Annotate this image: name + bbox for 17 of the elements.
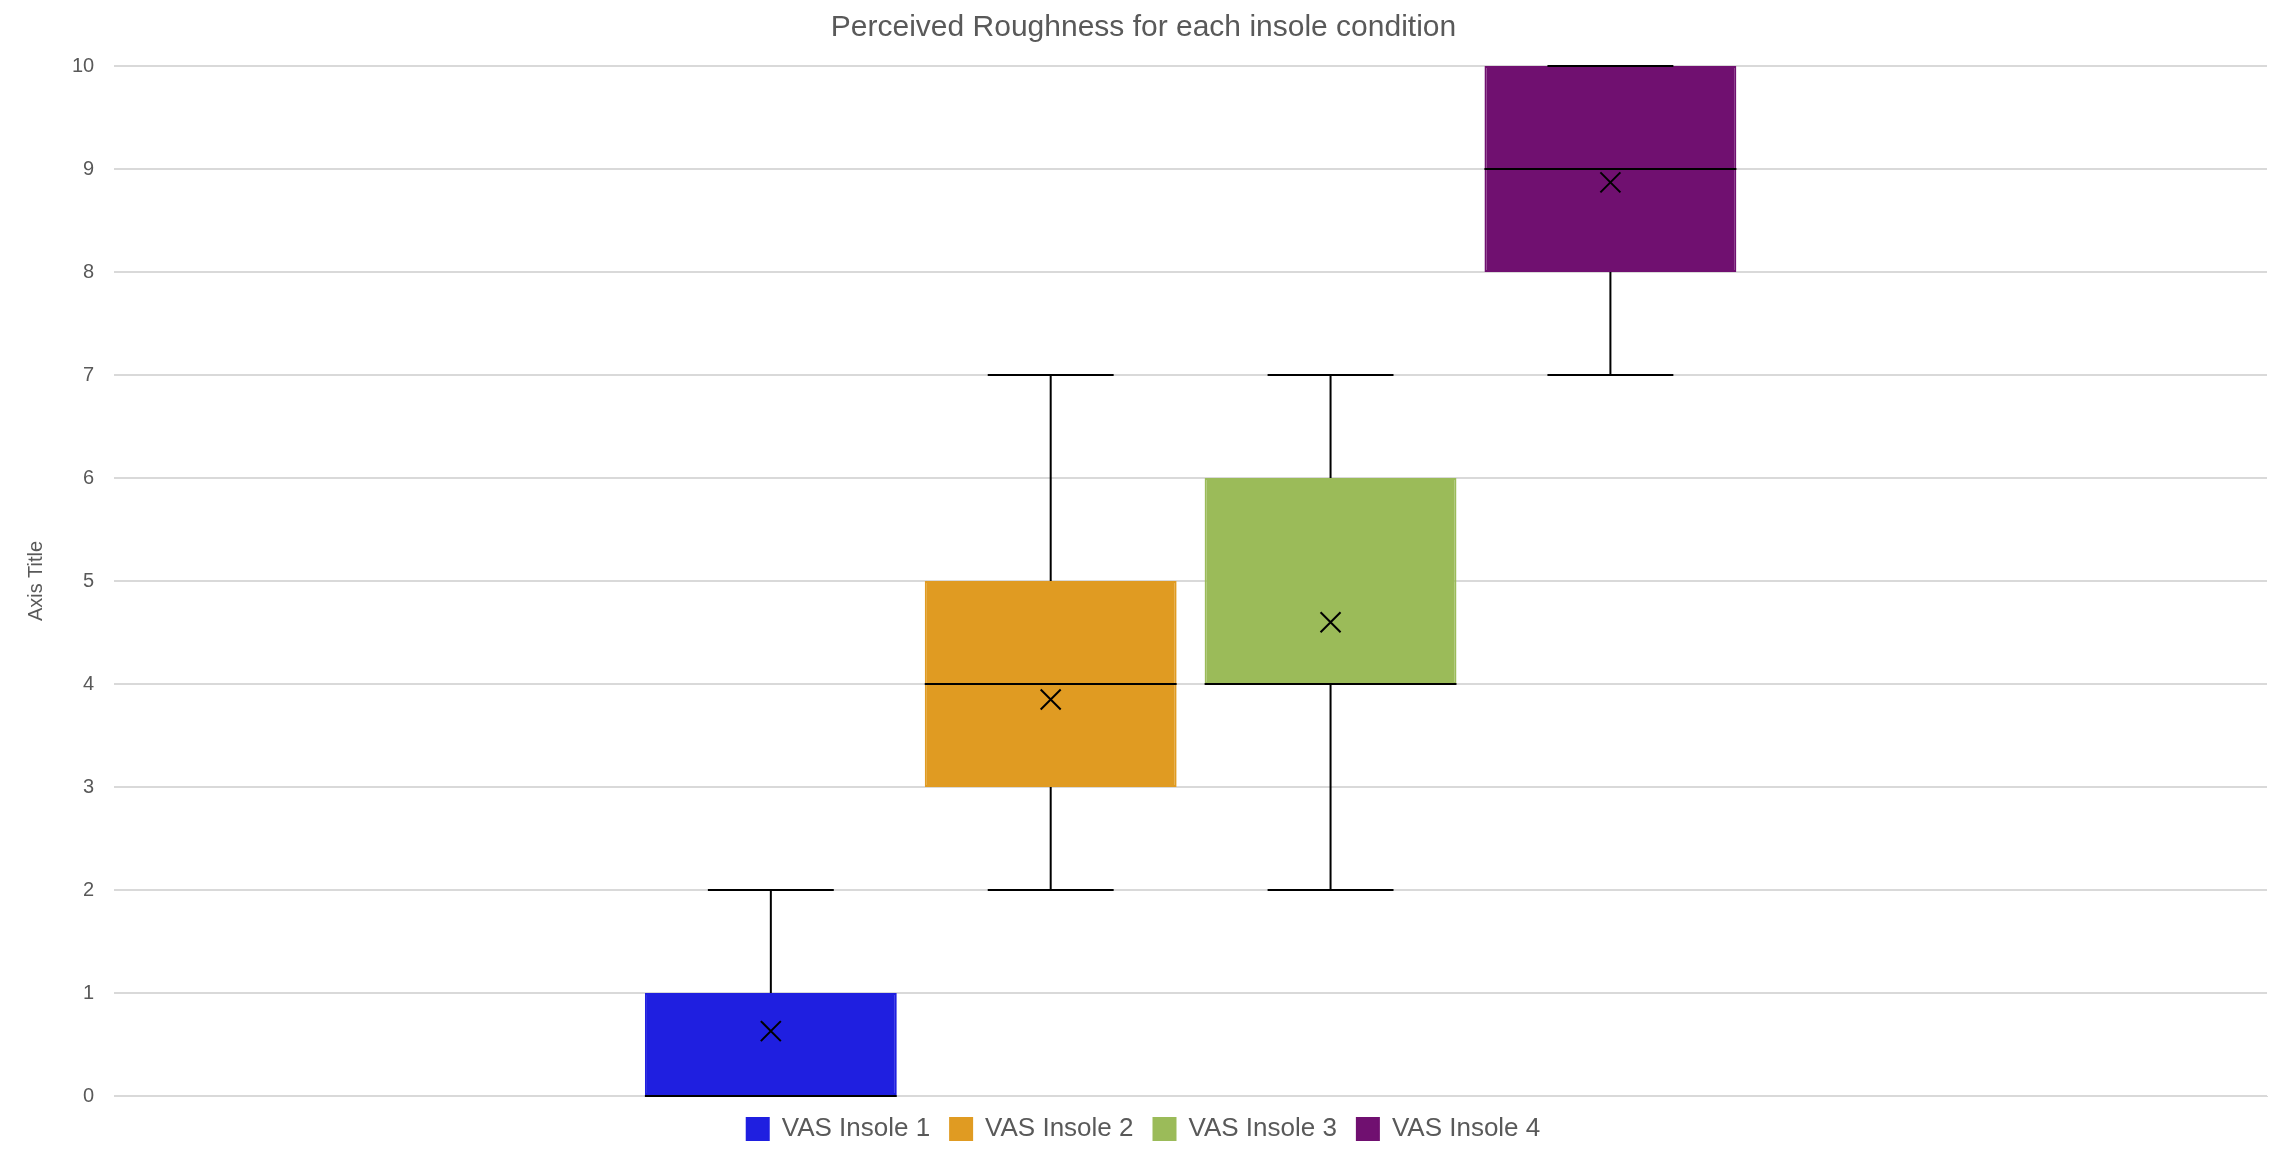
- y-tick-label: 1: [83, 980, 95, 1003]
- y-axis-title: Axis Title: [23, 540, 46, 622]
- legend-label: VAS Insole 1: [781, 1112, 931, 1143]
- y-tick-label: 3: [83, 774, 95, 797]
- y-tick-label: 8: [83, 259, 95, 282]
- y-tick-label: 7: [83, 362, 95, 385]
- y-tick-label: 10: [72, 53, 95, 76]
- legend-label: VAS Insole 4: [1391, 1112, 1541, 1143]
- legend-label: VAS Insole 2: [985, 1112, 1134, 1143]
- y-tick-label: 2: [83, 877, 95, 900]
- chart-title: Perceived Roughness for each insole condition: [830, 9, 1457, 43]
- y-tick-label: 5: [83, 568, 95, 591]
- y-tick-label: 6: [83, 465, 95, 488]
- y-tick-label: 0: [83, 1083, 95, 1106]
- y-tick-label: 9: [83, 156, 95, 179]
- y-tick-label: 4: [83, 671, 95, 694]
- legend-label: VAS Insole 3: [1188, 1112, 1337, 1143]
